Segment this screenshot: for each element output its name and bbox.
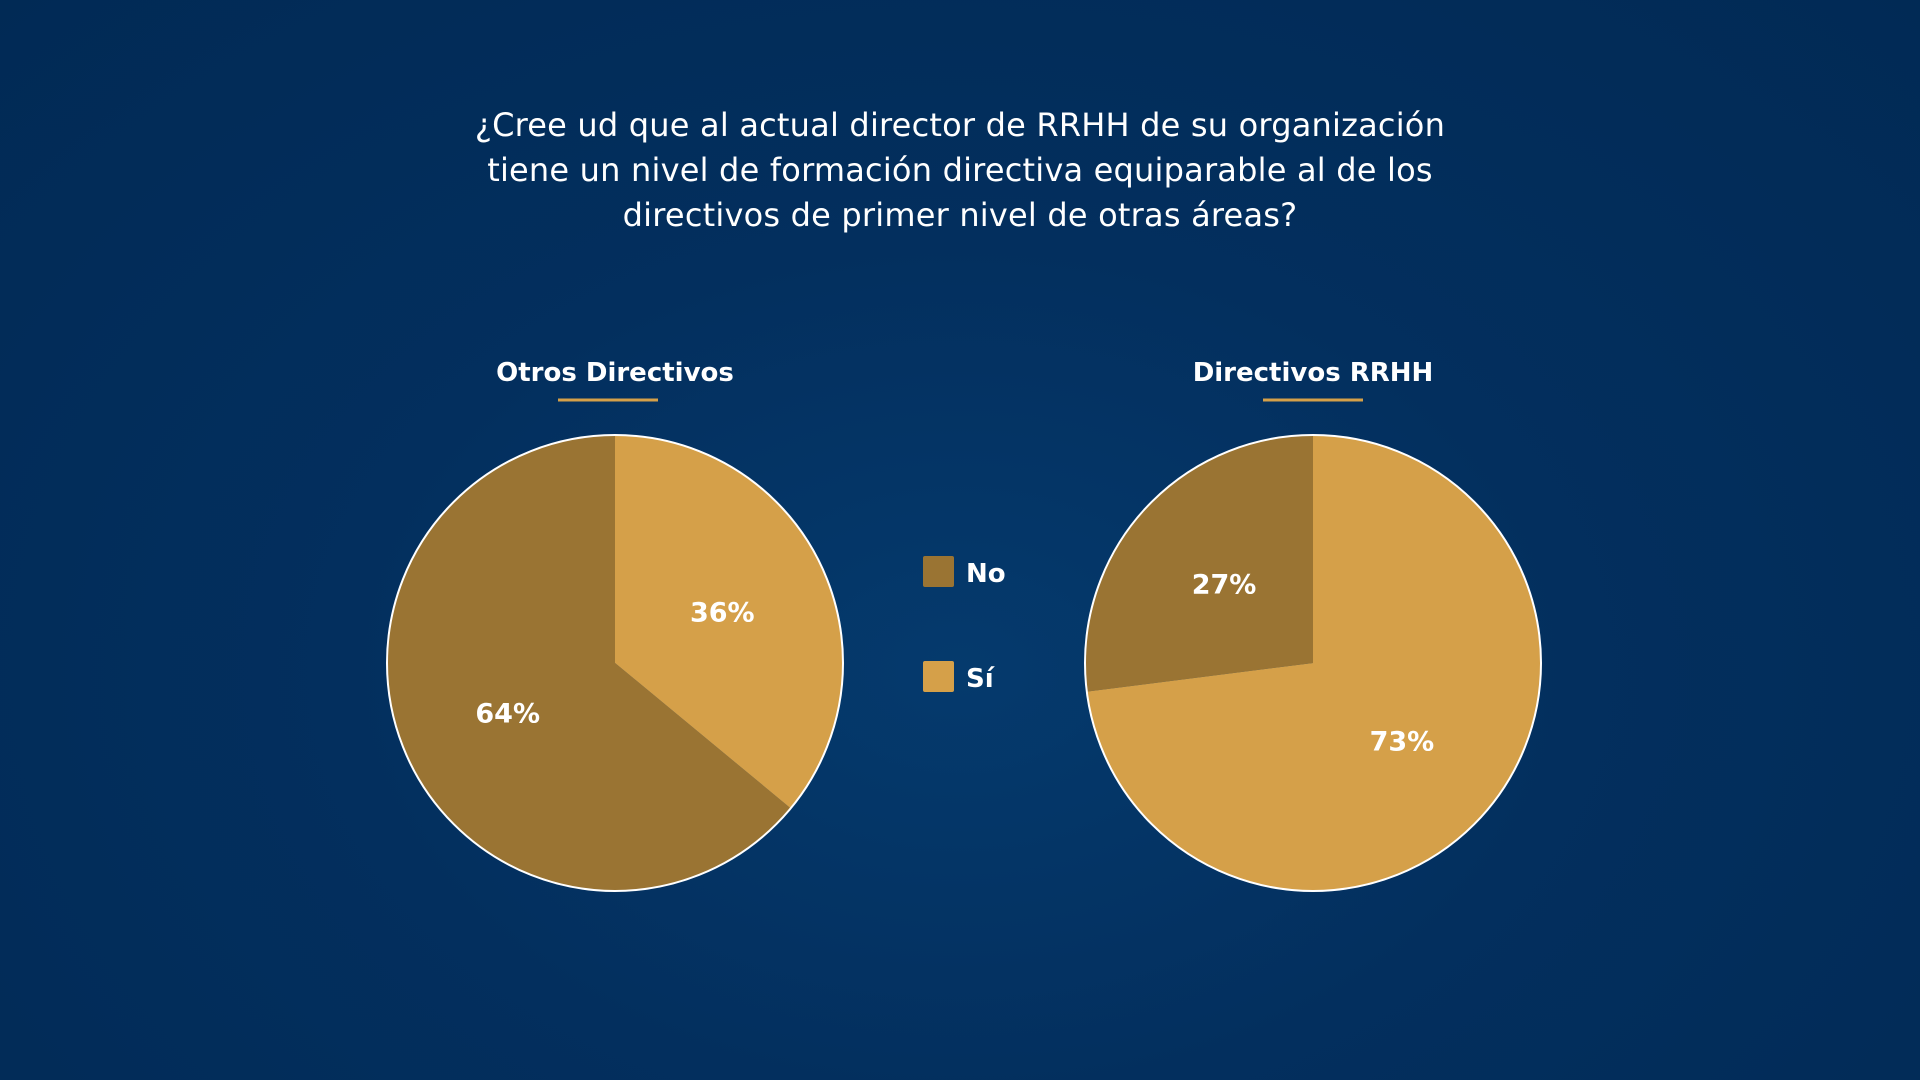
slice-label-otros-directivos-si: 36% (690, 598, 755, 629)
question-line-2: tiene un nivel de formación directiva eq… (487, 151, 1433, 189)
legend-label-si: Sí (966, 664, 996, 694)
chart-otros-directivos: Otros Directivos 64% 36% (386, 358, 844, 892)
legend-label-no: No (966, 559, 1006, 589)
slice-label-otros-directivos-no: 64% (475, 698, 540, 729)
slice-otros-directivos-si (615, 435, 843, 809)
slice-otros-directivos-no (386, 435, 791, 891)
pie-outline-directivos-rrhh (1084, 434, 1542, 892)
legend-swatch-si (923, 661, 954, 692)
chart-title-directivos-rrhh: Directivos RRHH (1193, 358, 1434, 388)
slice-directivos-rrhh-si (1086, 435, 1541, 891)
pie-directivos-rrhh: 27% 73% (1084, 434, 1542, 892)
question-line-1: ¿Cree ud que al actual director de RRHH … (474, 106, 1446, 144)
slice-label-directivos-rrhh-no: 27% (1192, 570, 1257, 601)
question-line-3: directivos de primer nivel de otras área… (622, 196, 1298, 234)
chart-title-otros-directivos: Otros Directivos (496, 358, 734, 388)
chart-directivos-rrhh: Directivos RRHH 27% 73% (1084, 358, 1542, 892)
legend: No Sí (923, 556, 1006, 694)
pie-outline-otros-directivos (386, 434, 844, 892)
pie-otros-directivos: 64% 36% (386, 434, 844, 892)
legend-swatch-no (923, 556, 954, 587)
survey-question: ¿Cree ud que al actual director de RRHH … (360, 103, 1560, 238)
slice-label-directivos-rrhh-si: 73% (1370, 726, 1435, 757)
slice-directivos-rrhh-no (1085, 435, 1313, 692)
